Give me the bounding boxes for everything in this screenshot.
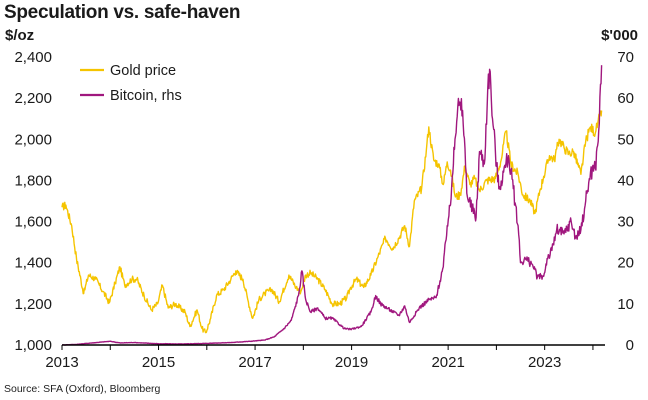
chart-title: Speculation vs. safe-haven	[4, 2, 241, 23]
left-axis-unit: $/oz	[5, 27, 35, 44]
x-tick-label: 2017	[238, 354, 271, 371]
x-tick-label: 2023	[528, 354, 561, 371]
y-left-tick-label: 1,200	[14, 296, 52, 313]
x-tick-label: 2019	[335, 354, 368, 371]
y-left-tick-label: 1,600	[14, 214, 52, 231]
y-right-tick-label: 40	[617, 172, 634, 189]
y-right-tick-label: 10	[617, 296, 634, 313]
series-line-bitcoin	[61, 65, 603, 346]
series-line-gold	[61, 109, 603, 334]
x-tick-label: 2021	[431, 354, 464, 371]
y-right-tick-label: 60	[617, 90, 634, 107]
y-right-tick-label: 70	[617, 49, 634, 66]
y-left-tick-label: 2,000	[14, 131, 52, 148]
y-right-tick-label: 50	[617, 131, 634, 148]
source-note: Source: SFA (Oxford), Bloomberg	[4, 383, 161, 395]
x-tick-label: 2013	[45, 354, 78, 371]
y-right-tick-label: 0	[626, 337, 634, 354]
y-left-tick-label: 2,200	[14, 90, 52, 107]
legend-label-gold: Gold price	[110, 63, 176, 79]
right-axis-unit: $'000	[601, 27, 638, 44]
y-left-tick-label: 2,400	[14, 49, 52, 66]
x-tick-label: 2015	[142, 354, 175, 371]
legend-label-bitcoin: Bitcoin, rhs	[110, 88, 182, 104]
y-right-tick-label: 30	[617, 214, 634, 231]
y-left-tick-label: 1,400	[14, 255, 52, 272]
y-right-tick-label: 20	[617, 255, 634, 272]
y-left-tick-label: 1,800	[14, 172, 52, 189]
y-left-tick-label: 1,000	[14, 337, 52, 354]
